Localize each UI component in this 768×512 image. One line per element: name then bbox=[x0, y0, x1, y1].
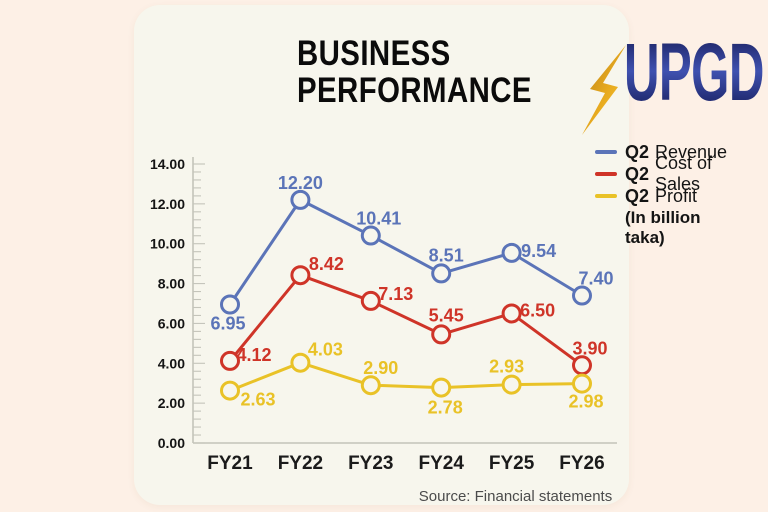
source-note: Source: Financial statements bbox=[418, 488, 613, 505]
title-line-2: PERFORMANCE bbox=[297, 71, 532, 110]
legend-label: Profit bbox=[655, 185, 698, 206]
legend-label: Cost of Sales bbox=[655, 153, 713, 194]
profit-line-swatch bbox=[595, 194, 617, 198]
infographic-card: BUSINESS PERFORMANCE UPGD Q2 Revenue Q2 … bbox=[134, 5, 764, 505]
upgd-logo: UPGD bbox=[580, 27, 765, 135]
chart-legend: Q2 Revenue Q2 Cost of Sales Q2 Profit (I… bbox=[595, 141, 727, 248]
chart-title: BUSINESS PERFORMANCE bbox=[297, 35, 532, 109]
cost-line-swatch bbox=[595, 172, 617, 176]
legend-prefix: Q2 bbox=[625, 163, 650, 184]
legend-item-q2-profit: Q2 Profit bbox=[595, 185, 727, 207]
revenue-line-swatch bbox=[595, 150, 617, 154]
legend-item-q2-revenue: Q2 Revenue bbox=[595, 141, 727, 163]
legend-label: Revenue bbox=[655, 141, 728, 162]
legend-prefix: Q2 bbox=[625, 185, 650, 206]
legend-item-q2-cost-of-sales: Q2 Cost of Sales bbox=[595, 153, 727, 194]
legend-unit-note: (In billion taka) bbox=[625, 208, 701, 247]
title-line-1: BUSINESS bbox=[297, 34, 451, 73]
logo-text: UPGD bbox=[624, 27, 764, 118]
lightning-bolt-icon bbox=[582, 45, 626, 135]
legend-prefix: Q2 bbox=[625, 141, 650, 162]
